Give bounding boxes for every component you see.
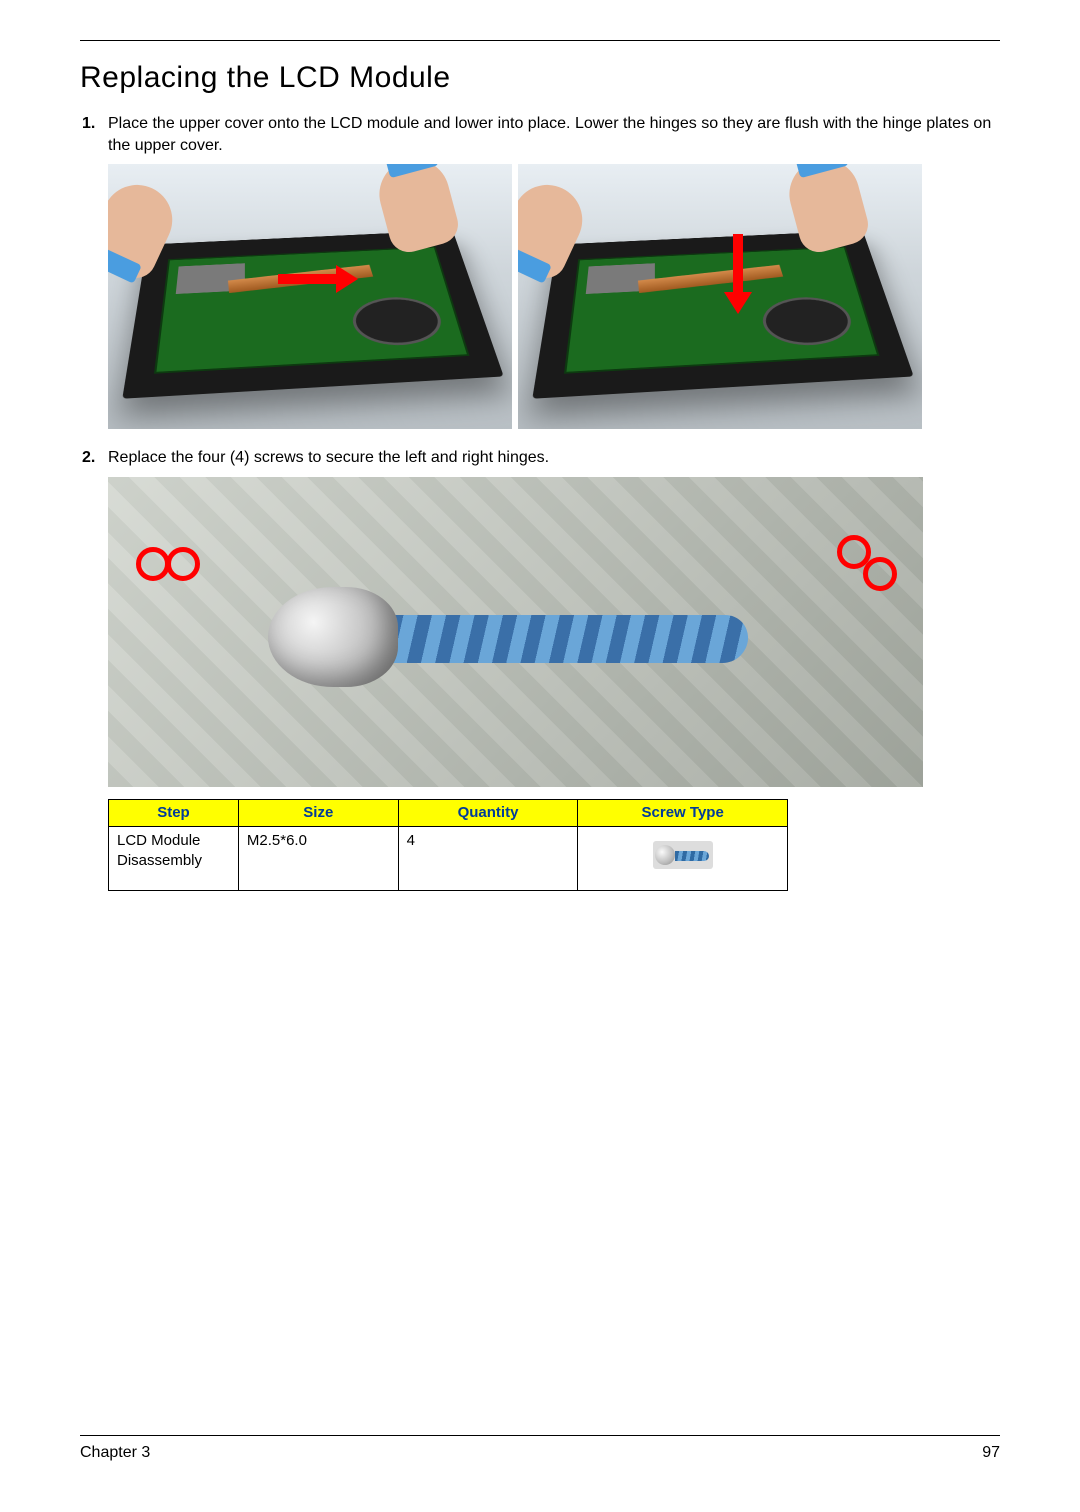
col-size: Size — [238, 799, 398, 826]
cell-size: M2.5*6.0 — [238, 827, 398, 891]
table-row: LCD Module Disassembly M2.5*6.0 4 — [109, 827, 788, 891]
cell-step: LCD Module Disassembly — [109, 827, 239, 891]
step-1-text: Place the upper cover onto the LCD modul… — [108, 115, 991, 154]
screw-illustration — [268, 577, 788, 697]
arrow-head-icon — [336, 265, 358, 293]
step-1-number: 1. — [82, 113, 95, 135]
callout-ring-icon — [136, 547, 170, 581]
step-list: 1. Place the upper cover onto the LCD mo… — [80, 113, 1000, 891]
col-step: Step — [109, 799, 239, 826]
footer-page: 97 — [982, 1444, 1000, 1462]
figure-1 — [108, 164, 1000, 429]
step-1: 1. Place the upper cover onto the LCD mo… — [108, 113, 1000, 429]
screw-table: Step Size Quantity Screw Type LCD Module… — [108, 799, 788, 891]
screw-icon — [653, 841, 713, 869]
page-footer: Chapter 3 97 — [80, 1435, 1000, 1462]
top-rule — [80, 40, 1000, 41]
bottom-rule — [80, 1435, 1000, 1436]
page-title: Replacing the LCD Module — [80, 61, 1000, 95]
footer-chapter: Chapter 3 — [80, 1444, 150, 1462]
cell-quantity: 4 — [398, 827, 578, 891]
figure-1-left — [108, 164, 512, 429]
figure-1-right — [518, 164, 922, 429]
cell-screw-type — [578, 827, 788, 891]
figure-2 — [108, 477, 923, 787]
step-2-number: 2. — [82, 447, 95, 469]
callout-ring-icon — [166, 547, 200, 581]
step-2-text: Replace the four (4) screws to secure th… — [108, 449, 549, 466]
step-2: 2. Replace the four (4) screws to secure… — [108, 447, 1000, 891]
col-quantity: Quantity — [398, 799, 578, 826]
table-header-row: Step Size Quantity Screw Type — [109, 799, 788, 826]
col-screw: Screw Type — [578, 799, 788, 826]
arrow-icon — [733, 234, 743, 294]
callout-ring-icon — [863, 557, 897, 591]
arrow-head-icon — [724, 292, 752, 314]
arrow-icon — [278, 274, 338, 284]
